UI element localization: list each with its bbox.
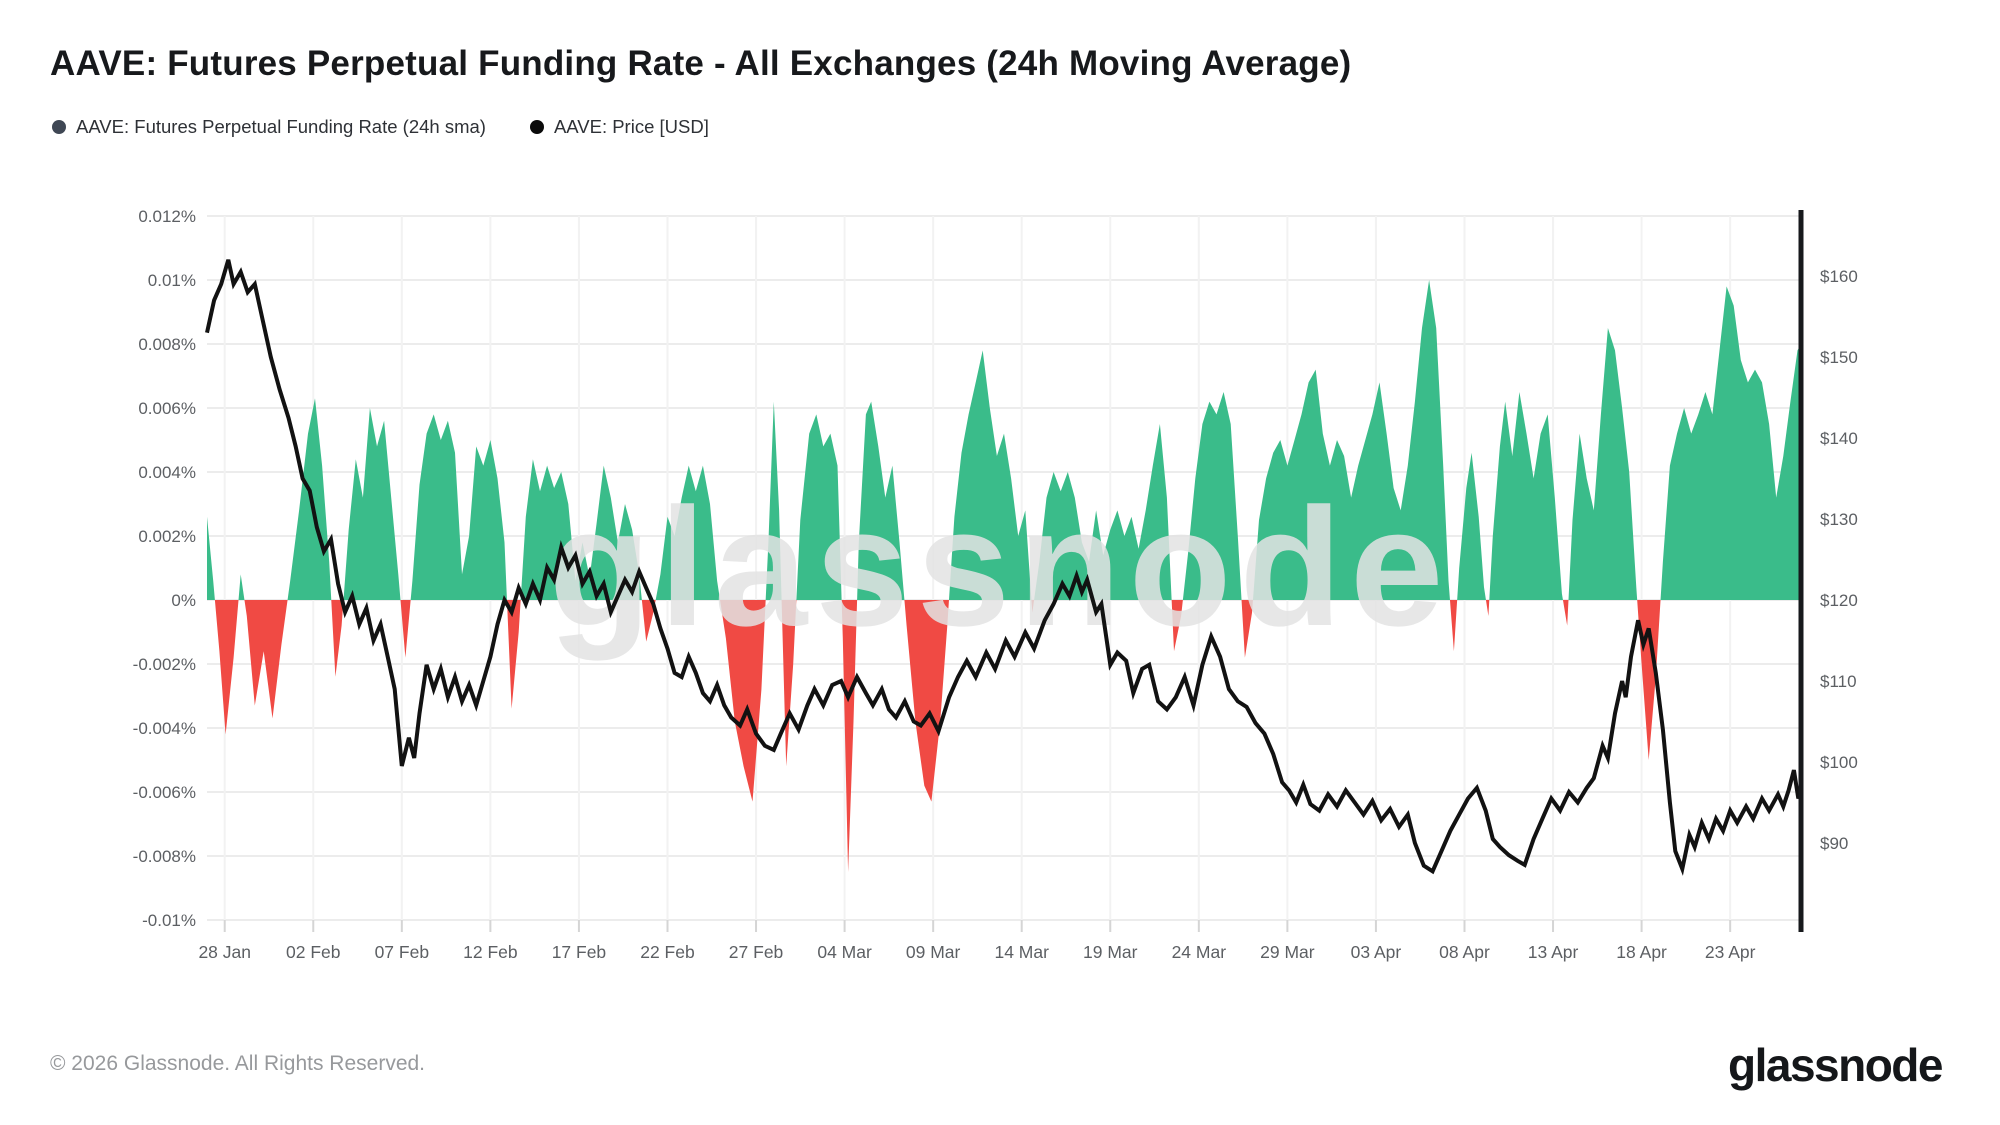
- left-axis-tick-label: -0.002%: [133, 655, 196, 674]
- left-axis-tick-label: 0.004%: [138, 463, 196, 482]
- left-axis-tick-label: 0.008%: [138, 335, 196, 354]
- left-axis-tick-label: -0.004%: [133, 719, 196, 738]
- legend-item-funding-rate[interactable]: AAVE: Futures Perpetual Funding Rate (24…: [52, 116, 486, 138]
- left-axis-tick-label: 0.002%: [138, 527, 196, 546]
- left-axis-tick-label: 0.006%: [138, 399, 196, 418]
- x-axis-tick-label: 04 Mar: [817, 942, 872, 962]
- page-title: AAVE: Futures Perpetual Funding Rate - A…: [50, 44, 1352, 83]
- x-axis-tick-label: 24 Mar: [1172, 942, 1227, 962]
- x-axis-tick-label: 18 Apr: [1616, 942, 1667, 962]
- x-axis-tick-label: 28 Jan: [198, 942, 251, 962]
- right-axis-tick-label: $100: [1820, 753, 1858, 772]
- x-axis-tick-label: 03 Apr: [1351, 942, 1402, 962]
- x-axis-tick-label: 17 Feb: [552, 942, 606, 962]
- left-axis-tick-label: -0.006%: [133, 783, 196, 802]
- x-axis-tick-label: 14 Mar: [994, 942, 1049, 962]
- x-axis-tick-label: 02 Feb: [286, 942, 340, 962]
- copyright-text: © 2026 Glassnode. All Rights Reserved.: [50, 1052, 426, 1075]
- legend-dot-funding-icon: [52, 120, 66, 134]
- legend-dot-price-icon: [529, 120, 544, 134]
- x-axis-tick-label: 07 Feb: [375, 942, 429, 962]
- left-axis-tick-label: 0%: [171, 591, 196, 610]
- right-axis-tick-label: $90: [1820, 834, 1848, 853]
- left-axis-tick-label: 0.012%: [138, 207, 196, 226]
- x-axis-tick-label: 08 Apr: [1439, 942, 1490, 962]
- x-axis-tick-label: 19 Mar: [1083, 942, 1138, 962]
- x-axis-tick-label: 23 Apr: [1705, 942, 1756, 962]
- legend-item-price[interactable]: AAVE: Price [USD]: [529, 116, 709, 138]
- watermark-text: glassnode: [549, 473, 1452, 661]
- x-axis-tick-label: 12 Feb: [463, 942, 517, 962]
- price-line: [205, 259, 1803, 876]
- glassnode-logo: glassnode: [1727, 1039, 1944, 1091]
- left-axis-tick-label: 0.01%: [148, 271, 196, 290]
- left-axis-tick-label: -0.008%: [133, 847, 196, 866]
- legend: AAVE: Futures Perpetual Funding Rate (24…: [52, 116, 709, 138]
- legend-label-funding: AAVE: Futures Perpetual Funding Rate (24…: [76, 116, 486, 137]
- left-axis-tick-label: -0.01%: [142, 911, 196, 930]
- x-axis-tick-label: 22 Feb: [640, 942, 694, 962]
- right-axis-tick-label: $150: [1820, 348, 1858, 367]
- x-axis-tick-label: 13 Apr: [1528, 942, 1579, 962]
- funding-rate-area-positive: [207, 280, 1801, 600]
- right-axis-tick-label: $140: [1820, 429, 1858, 448]
- right-axis-tick-label: $110: [1820, 672, 1857, 691]
- right-axis-tick-label: $160: [1820, 267, 1858, 286]
- x-axis-tick-label: 29 Mar: [1260, 942, 1315, 962]
- legend-label-price: AAVE: Price [USD]: [553, 116, 709, 137]
- right-axis-tick-label: $120: [1820, 591, 1858, 610]
- x-axis-tick-label: 27 Feb: [729, 942, 783, 962]
- right-axis-tick-label: $130: [1820, 510, 1858, 529]
- x-axis-tick-label: 09 Mar: [906, 942, 961, 962]
